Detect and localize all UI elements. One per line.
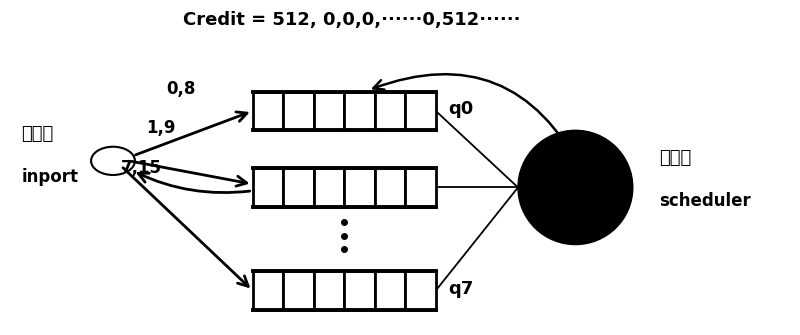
Bar bbox=[344, 92, 374, 130]
Text: 入口端: 入口端 bbox=[22, 125, 54, 143]
Text: Credit = 512, 0,0,0,······0,512······: Credit = 512, 0,0,0,······0,512······ bbox=[183, 11, 521, 29]
Text: q7: q7 bbox=[448, 280, 473, 298]
Text: 0,8: 0,8 bbox=[166, 80, 195, 98]
Bar bbox=[314, 271, 344, 310]
Bar bbox=[406, 92, 436, 130]
Bar bbox=[283, 168, 314, 207]
Bar bbox=[406, 271, 436, 310]
Bar bbox=[314, 92, 344, 130]
Bar bbox=[314, 168, 344, 207]
Bar bbox=[406, 168, 436, 207]
Text: scheduler: scheduler bbox=[659, 192, 751, 210]
Bar bbox=[374, 168, 406, 207]
Bar bbox=[253, 92, 283, 130]
Bar bbox=[253, 168, 283, 207]
Bar bbox=[283, 271, 314, 310]
Text: 7,15: 7,15 bbox=[121, 158, 162, 177]
Text: q0: q0 bbox=[448, 100, 473, 118]
Bar bbox=[344, 168, 374, 207]
Ellipse shape bbox=[518, 130, 633, 245]
Bar bbox=[344, 271, 374, 310]
Text: 调度器: 调度器 bbox=[659, 148, 691, 166]
Text: inport: inport bbox=[22, 169, 78, 187]
Bar bbox=[374, 271, 406, 310]
Bar bbox=[283, 92, 314, 130]
Bar bbox=[253, 271, 283, 310]
Text: 1,9: 1,9 bbox=[146, 119, 175, 137]
Bar bbox=[374, 92, 406, 130]
